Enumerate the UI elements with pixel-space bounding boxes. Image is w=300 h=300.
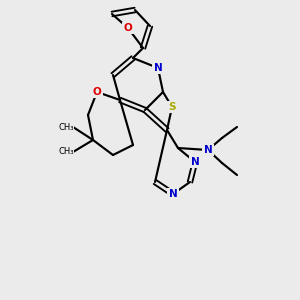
Text: N: N [169,189,177,199]
Text: S: S [168,102,176,112]
Text: O: O [124,23,132,33]
Text: N: N [190,157,200,167]
Text: CH₃: CH₃ [58,122,74,131]
Text: N: N [154,63,162,73]
Text: O: O [93,87,101,97]
Text: CH₃: CH₃ [58,148,74,157]
Text: N: N [204,145,212,155]
